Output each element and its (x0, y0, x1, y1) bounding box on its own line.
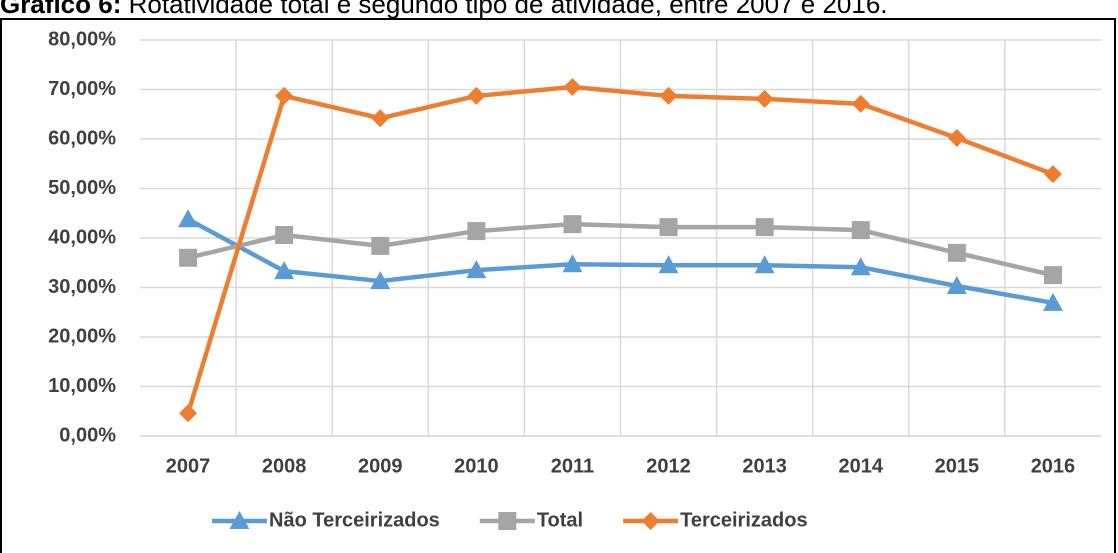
x-tick-label: 2016 (1031, 455, 1076, 477)
marker (1043, 165, 1062, 184)
x-tick-label: 2013 (742, 455, 787, 477)
marker (851, 94, 870, 113)
marker (947, 243, 966, 262)
y-tick-label: 60,00% (48, 127, 116, 149)
y-tick-label: 0,00% (59, 424, 116, 446)
chart-border (0, 18, 1116, 553)
marker (275, 226, 294, 245)
y-tick-label: 10,00% (48, 375, 116, 397)
y-tick-label: 50,00% (48, 177, 116, 199)
marker (467, 86, 486, 105)
x-tick-label: 2011 (551, 455, 594, 477)
marker (947, 129, 966, 148)
marker (466, 260, 487, 279)
marker (1042, 292, 1063, 311)
legend-label: Não Terceirizados (269, 509, 440, 531)
grid: 0,00% 10,00% 20,00% 30,00% 40,00% 50,00% 60,00… (48, 28, 1101, 477)
marker (178, 209, 199, 228)
marker (755, 218, 774, 237)
marker (755, 89, 774, 108)
marker (850, 257, 871, 276)
series-line (185, 84, 1054, 414)
marker (659, 86, 678, 105)
y-tick-label: 80,00% (48, 28, 116, 50)
marker (467, 222, 486, 241)
marker (275, 86, 294, 105)
marks (178, 78, 1063, 423)
marker (946, 276, 967, 295)
x-tick-label: 2008 (262, 455, 307, 477)
legend-label: Terceirizados (680, 509, 807, 531)
x-tick-label: 2009 (358, 455, 403, 477)
y-tick-label: 20,00% (48, 325, 116, 347)
marker (229, 511, 250, 529)
marker (659, 218, 678, 237)
marker (1043, 266, 1062, 285)
marker (371, 109, 390, 128)
marker (563, 78, 582, 97)
series-line (186, 217, 1054, 306)
y-tick-label: 30,00% (48, 276, 116, 298)
marker (371, 236, 390, 255)
chart-title-group: Gráfico 6: Rotatividade total e segundo … (0, 0, 888, 19)
marker (658, 255, 679, 274)
x-tick-label: 2010 (454, 455, 499, 477)
series-line (187, 221, 1054, 278)
marker (563, 215, 582, 234)
legend-label: Total (537, 509, 583, 531)
x-tick-label: 2015 (935, 455, 980, 477)
marker (562, 254, 583, 273)
marker (754, 255, 775, 274)
marker (274, 261, 295, 280)
y-tick-label: 70,00% (48, 78, 116, 100)
marker (179, 404, 198, 423)
chart-title-label: Gráfico 6: (0, 0, 121, 19)
x-tick-label: 2014 (839, 455, 884, 477)
legend: Não Terceirizados Total Terceirizados (212, 509, 808, 531)
chart-title: Rotatividade total e segundo tipo de ati… (129, 0, 888, 19)
y-tick-label: 40,00% (48, 226, 116, 248)
x-tick-label: 2007 (166, 455, 211, 477)
marker (641, 512, 660, 530)
x-tick-label: 2012 (646, 455, 691, 477)
marker (179, 248, 198, 267)
marker (498, 512, 517, 530)
marker (851, 221, 870, 240)
marker (370, 271, 391, 290)
